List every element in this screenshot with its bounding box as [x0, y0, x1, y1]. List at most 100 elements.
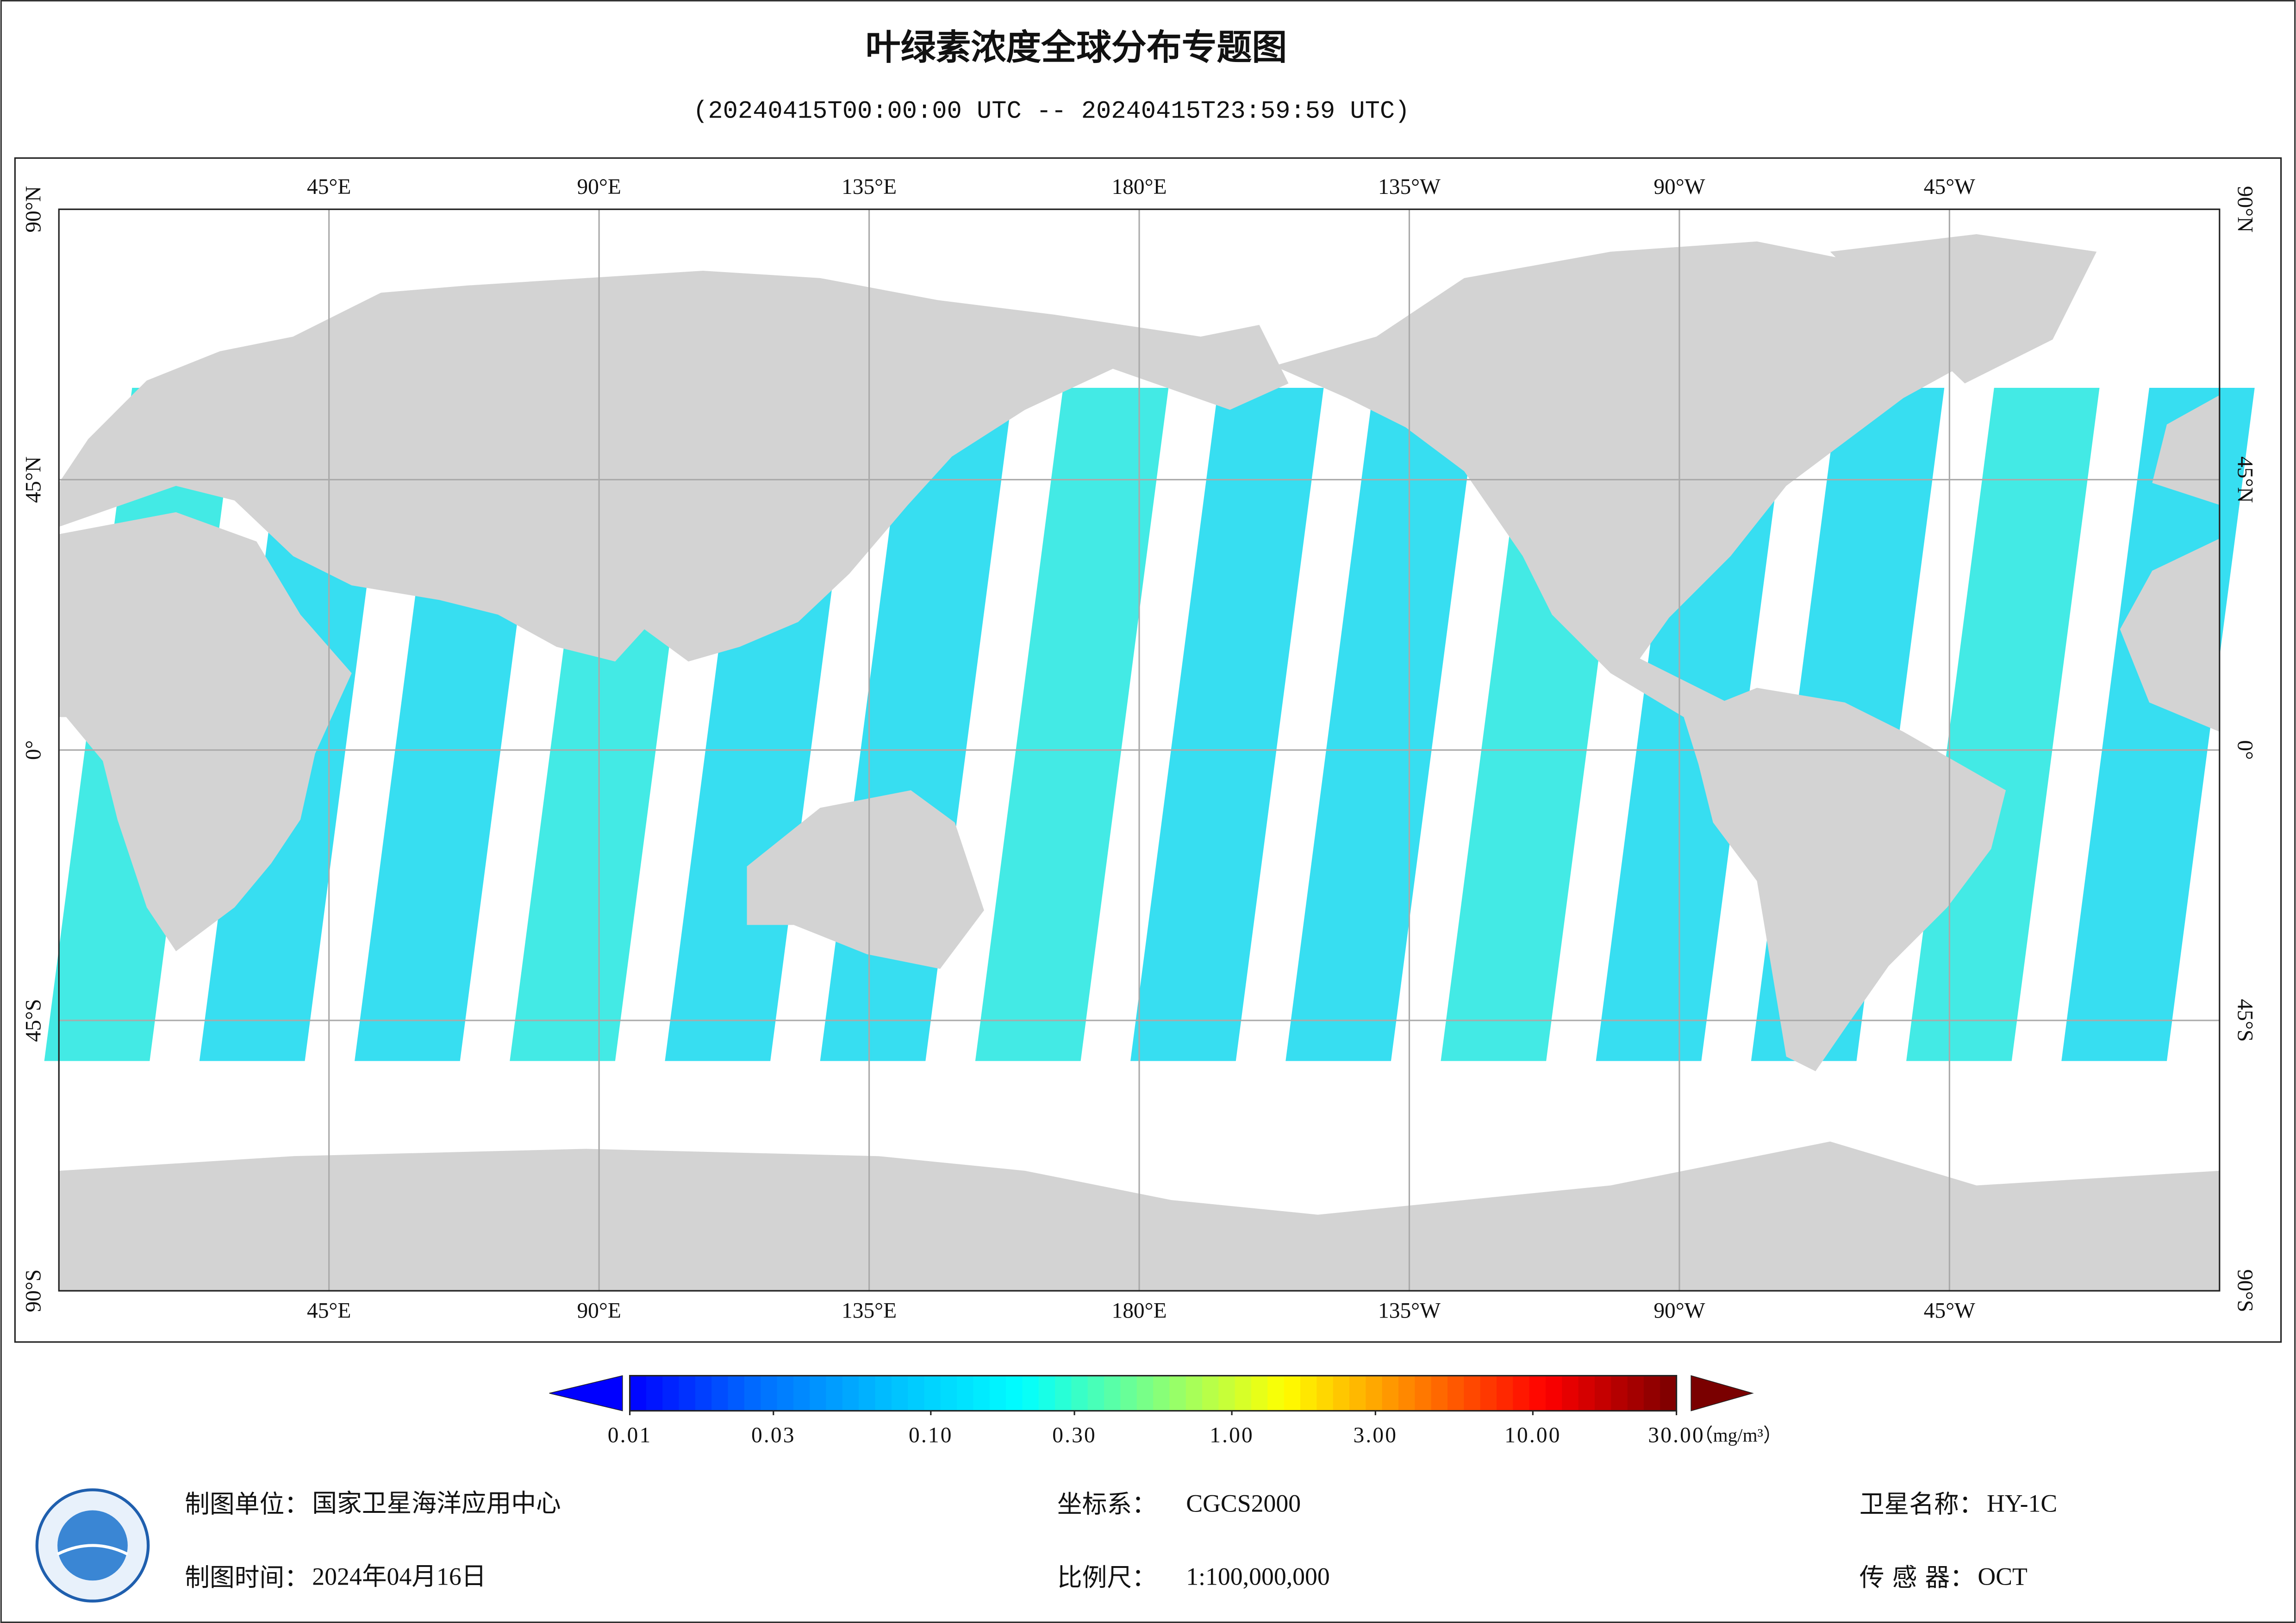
colorbar-step	[646, 1375, 663, 1411]
colorbar-step	[1464, 1375, 1481, 1411]
lat-label-left: 90°N	[22, 186, 46, 233]
colorbar-step	[1578, 1375, 1596, 1411]
colorbar-step	[924, 1375, 942, 1411]
colorbar-step	[940, 1375, 958, 1411]
greenland	[1830, 234, 2097, 384]
lat-label-right: 90°S	[2233, 1269, 2257, 1312]
footer-value: 1:100,000,000	[1186, 1562, 1330, 1590]
colorbar: 0.01 0.03 0.10 0.30 1.00 3.00 10.00 30.00（mg/m³…	[549, 1374, 1782, 1447]
colorbar-step	[695, 1375, 712, 1411]
colorbar-step	[810, 1375, 827, 1411]
colorbar-tick-label: 0.03	[751, 1423, 796, 1447]
footer: 制图单位： 国家卫星海洋应用中心 坐标系： CGCS2000 卫星名称： HY-1C 制图时…	[185, 1489, 2057, 1592]
colorbar-step	[908, 1375, 925, 1411]
lat-label-right: 45°S	[2233, 999, 2257, 1042]
colorbar-step	[1447, 1375, 1465, 1411]
colorbar-step	[793, 1375, 811, 1411]
colorbar-step	[1120, 1375, 1138, 1411]
colorbar-step	[1185, 1375, 1203, 1411]
australia	[747, 790, 984, 969]
colorbar-step	[1300, 1375, 1317, 1411]
colorbar-step	[630, 1375, 647, 1411]
colorbar-step	[1055, 1375, 1072, 1411]
colorbar-step	[777, 1375, 794, 1411]
footer-label: 坐标系：	[1057, 1490, 1157, 1519]
colorbar-tick-label: 30.00	[1648, 1423, 1705, 1447]
colorbar-step	[1480, 1375, 1497, 1411]
footer-value: OCT	[1978, 1562, 2028, 1590]
lon-label-bottom: 135°W	[1378, 1299, 1441, 1323]
europe-west	[2152, 395, 2220, 505]
map-frame	[14, 157, 2282, 1343]
lat-label-right: 45°N	[2233, 456, 2257, 503]
colorbar-step	[1071, 1375, 1089, 1411]
footer-label: 制图单位：	[185, 1490, 309, 1519]
colorbar-step	[1006, 1375, 1023, 1411]
colorbar-step	[711, 1375, 729, 1411]
colorbar-step	[1545, 1375, 1563, 1411]
colorbar-step	[1513, 1375, 1530, 1411]
colorbar-step	[1398, 1375, 1416, 1411]
colorbar-step	[1153, 1375, 1170, 1411]
lat-label-left: 45°N	[22, 456, 46, 503]
colorbar-step	[842, 1375, 860, 1411]
colorbar-tick-label: 1.00	[1210, 1423, 1254, 1447]
footer-label: 卫星名称：	[1859, 1490, 1984, 1519]
lon-label-top: 135°W	[1378, 175, 1441, 199]
footer-label: 比例尺：	[1057, 1563, 1157, 1592]
colorbar-step	[875, 1375, 892, 1411]
colorbar-tick-label: 3.00	[1354, 1423, 1398, 1447]
colorbar-step	[989, 1375, 1007, 1411]
lon-label-top: 90°W	[1653, 175, 1705, 199]
subtitle: (20240415T00:00:00 UTC -- 20240415T23:59…	[693, 98, 1410, 126]
swath	[975, 388, 1169, 1061]
colorbar-step	[1496, 1375, 1514, 1411]
lon-label-top: 90°E	[577, 175, 621, 199]
colorbar-step	[973, 1375, 991, 1411]
colorbar-arrow-low	[549, 1375, 623, 1412]
lon-label-bottom: 45°E	[307, 1299, 351, 1323]
colorbar-step	[957, 1375, 974, 1411]
colorbar-step	[761, 1375, 778, 1411]
africa	[59, 512, 352, 951]
lon-label-bottom: 45°W	[1924, 1299, 1975, 1323]
lon-label-top: 45°E	[307, 175, 351, 199]
colorbar-step	[1627, 1375, 1645, 1411]
colorbar-step	[1594, 1375, 1612, 1411]
lat-label-left: 45°S	[22, 999, 46, 1042]
colorbar-tick-label: 10.00	[1504, 1423, 1561, 1447]
colorbar-step	[1169, 1375, 1186, 1411]
colorbar-step	[1415, 1375, 1432, 1411]
colorbar-step	[1235, 1375, 1252, 1411]
colorbar-step	[744, 1375, 761, 1411]
colorbar-arrow-high	[1691, 1375, 1754, 1412]
lon-label-bottom: 90°E	[577, 1299, 621, 1323]
colorbar-step	[1349, 1375, 1366, 1411]
colorbar-step	[679, 1375, 696, 1411]
footer-value: HY-1C	[1987, 1489, 2057, 1517]
colorbar-step	[1284, 1375, 1301, 1411]
colorbar-step	[891, 1375, 909, 1411]
colorbar-step	[826, 1375, 843, 1411]
lon-label-bottom: 90°W	[1653, 1299, 1705, 1323]
colorbar-step	[662, 1375, 680, 1411]
lon-label-top: 180°E	[1111, 175, 1167, 199]
south-america	[1684, 688, 2006, 1071]
colorbar-step	[1087, 1375, 1105, 1411]
colorbar-step	[1431, 1375, 1448, 1411]
colorbar-step	[1202, 1375, 1219, 1411]
colorbar-tick-label: 0.10	[909, 1423, 953, 1447]
swath	[1285, 388, 1479, 1061]
colorbar-tick-label: 0.01	[608, 1423, 652, 1447]
footer-value: 国家卫星海洋应用中心	[312, 1489, 561, 1517]
lat-label-right: 90°N	[2233, 186, 2257, 233]
lat-label-left: 0°	[22, 740, 46, 760]
colorbar-step	[728, 1375, 745, 1411]
colorbar-step	[1660, 1375, 1677, 1411]
lon-label-top: 45°W	[1924, 175, 1975, 199]
footer-label: 制图时间：	[185, 1563, 309, 1592]
logo	[35, 1488, 150, 1603]
colorbar-step	[1562, 1375, 1579, 1411]
